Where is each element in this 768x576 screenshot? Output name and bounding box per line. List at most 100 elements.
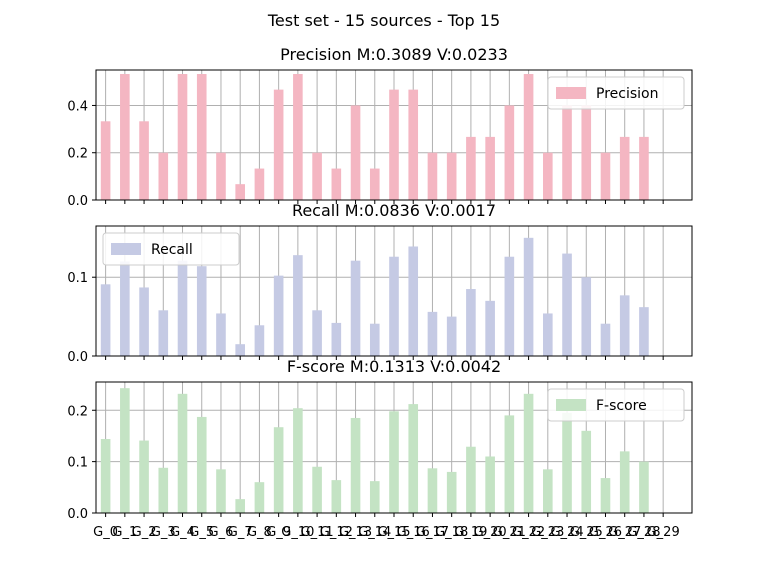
bar-G_2 [139, 440, 149, 513]
chart-panel-1: 0.0 0.2 0.4 Precision M:0.3089 V:0.0233 Prec… [67, 45, 693, 209]
x-tick-label: G_0 [93, 525, 118, 540]
bar-G_24 [562, 105, 572, 200]
bar-G_8 [254, 325, 265, 356]
y-tick-label: 0.1 [67, 456, 88, 471]
x-tick-label: G_8 [247, 525, 272, 540]
x-tick-label: G_4 [170, 525, 195, 540]
bar-G_5 [196, 74, 207, 200]
chart-panel-3: 0.0 0.1 0.2 F-score M:0.1313 V:0.0042 F-scor… [67, 357, 693, 540]
x-tick-label: G_19 [454, 525, 487, 540]
x-tick-label: G_3 [151, 525, 176, 540]
panel-title: Precision M:0.3089 V:0.0233 [280, 45, 508, 64]
bar-G_12 [331, 168, 342, 200]
x-tick-label: G_2 [132, 525, 157, 540]
bar-G_26 [600, 478, 611, 513]
x-tick-label: G_10 [281, 525, 314, 540]
bar-G_0 [100, 439, 111, 513]
bar-G_27 [619, 136, 630, 200]
bar-G_9 [273, 275, 284, 356]
bar-G_6 [216, 469, 226, 513]
bar-G_10 [293, 255, 303, 356]
figure-suptitle: Test set - 15 sources - Top 15 [267, 11, 500, 30]
bar-G_8 [254, 168, 265, 200]
bar-G_18 [446, 316, 457, 356]
bar-G_0 [100, 284, 111, 356]
y-tick-label: 0.4 [67, 99, 88, 114]
bar-G_15 [389, 411, 399, 513]
bar-G_7 [235, 344, 245, 356]
bar-G_15 [389, 256, 399, 356]
bar-G_4 [177, 74, 188, 200]
bar-G_6 [216, 152, 226, 200]
bar-G_23 [543, 469, 553, 513]
bar-G_1 [120, 388, 130, 513]
bar-G_14 [369, 323, 380, 356]
bar-G_26 [600, 323, 611, 356]
bar-G_25 [581, 105, 592, 200]
x-tick-label: G_20 [474, 525, 507, 540]
panel-title: F-score M:0.1313 V:0.0042 [287, 357, 501, 376]
x-tick-label: G_17 [416, 525, 449, 540]
x-tick-label: G_14 [358, 525, 391, 540]
chart-panel-2: 0.0 0.1 Recall M:0.0836 V:0.0017 Recall [67, 201, 693, 365]
bar-G_24 [562, 253, 572, 356]
x-tick-label: G_12 [320, 525, 353, 540]
bar-G_14 [369, 168, 380, 200]
legend-box [102, 232, 240, 266]
bar-G_11 [312, 152, 322, 200]
y-tick-label: 0.1 [67, 271, 88, 286]
bar-G_2 [139, 287, 149, 356]
bar-G_6 [216, 313, 226, 356]
bar-G_12 [331, 480, 342, 513]
bar-G_13 [350, 260, 361, 356]
bar-G_25 [581, 430, 592, 513]
bar-G_17 [427, 311, 438, 356]
bar-G_9 [273, 427, 284, 513]
y-tick-label: 0.0 [67, 350, 88, 365]
legend-label: Recall [151, 242, 193, 258]
bar-G_7 [235, 499, 245, 513]
bar-G_22 [523, 393, 534, 513]
bar-G_5 [196, 266, 207, 356]
bar-G_9 [273, 89, 284, 200]
legend-swatch [556, 399, 586, 411]
bar-G_23 [543, 152, 553, 200]
x-tick-label: G_27 [608, 525, 641, 540]
bar-G_13 [350, 105, 361, 200]
bar-G_4 [177, 260, 188, 356]
x-tick-label: G_7 [228, 525, 253, 540]
x-tick-label: G_1 [112, 525, 137, 540]
x-tick-label: G_29 [647, 525, 680, 540]
bar-G_28 [639, 461, 649, 513]
bar-G_19 [466, 446, 476, 513]
bar-G_3 [158, 152, 169, 200]
y-tick-label: 0.2 [67, 404, 88, 419]
bar-G_11 [312, 466, 322, 513]
legend-label: Precision [596, 86, 658, 102]
bar-G_10 [293, 408, 303, 513]
panel-title: Recall M:0.0836 V:0.0017 [292, 201, 496, 220]
bar-G_11 [312, 310, 322, 356]
x-tick-label: G_24 [550, 525, 583, 540]
axes-frame [95, 225, 693, 357]
x-tick-label: G_13 [339, 525, 372, 540]
bar-G_15 [389, 89, 399, 200]
bar-G_23 [543, 313, 553, 356]
bar-G_18 [446, 152, 457, 200]
bar-G_22 [523, 74, 534, 200]
x-tick-label: G_5 [189, 525, 214, 540]
bar-G_0 [100, 121, 111, 200]
axes-frame [95, 381, 693, 514]
bar-G_8 [254, 482, 265, 513]
bar-G_20 [485, 136, 495, 200]
axes-frame [95, 69, 693, 201]
x-tick-label: G_18 [435, 525, 468, 540]
bar-G_25 [581, 277, 592, 356]
bar-G_21 [504, 256, 515, 356]
legend-box [547, 76, 685, 110]
bar-G_28 [639, 307, 649, 356]
y-tick-label: 0.2 [67, 147, 88, 162]
x-tick-label: G_22 [512, 525, 545, 540]
bar-G_27 [619, 451, 630, 513]
